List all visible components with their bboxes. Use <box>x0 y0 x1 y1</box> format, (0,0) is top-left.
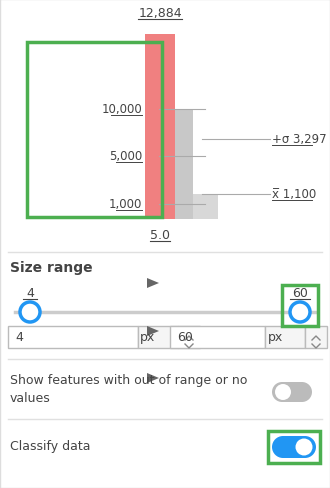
Text: px: px <box>268 331 283 344</box>
Text: 5,000: 5,000 <box>109 150 142 163</box>
Bar <box>178 326 200 348</box>
Bar <box>265 326 305 348</box>
Circle shape <box>295 439 313 456</box>
Text: Size range: Size range <box>10 261 93 274</box>
Circle shape <box>292 382 312 402</box>
Bar <box>145 209 151 220</box>
Circle shape <box>272 436 294 458</box>
Text: px: px <box>140 331 155 344</box>
Bar <box>138 326 178 348</box>
Text: 10,000: 10,000 <box>101 103 142 116</box>
Text: Show features with out of range or no: Show features with out of range or no <box>10 374 248 386</box>
Text: 1,000: 1,000 <box>109 198 142 211</box>
Circle shape <box>275 384 291 400</box>
Bar <box>170 326 265 348</box>
Bar <box>27 43 162 218</box>
FancyBboxPatch shape <box>282 382 302 402</box>
Bar <box>175 110 193 220</box>
Text: 12,884: 12,884 <box>138 7 182 20</box>
Bar <box>282 285 318 326</box>
Text: +σ 3,297: +σ 3,297 <box>272 133 327 146</box>
Text: x̅ 1,100: x̅ 1,100 <box>272 188 316 201</box>
Circle shape <box>290 303 310 323</box>
Bar <box>145 35 175 220</box>
Text: Classify data: Classify data <box>10 440 90 452</box>
Polygon shape <box>147 279 159 288</box>
Text: 60: 60 <box>177 331 193 344</box>
Text: 4: 4 <box>15 331 23 344</box>
Bar <box>268 431 320 463</box>
Text: 5.0: 5.0 <box>150 229 170 242</box>
FancyBboxPatch shape <box>283 436 305 458</box>
Text: 60: 60 <box>292 287 308 300</box>
Bar <box>8 326 138 348</box>
Circle shape <box>20 303 40 323</box>
Bar <box>305 326 327 348</box>
Polygon shape <box>147 326 159 336</box>
Circle shape <box>294 436 316 458</box>
Circle shape <box>272 382 292 402</box>
Text: values: values <box>10 392 51 405</box>
Polygon shape <box>147 373 159 383</box>
Bar <box>193 195 218 220</box>
Text: 4: 4 <box>26 287 34 300</box>
